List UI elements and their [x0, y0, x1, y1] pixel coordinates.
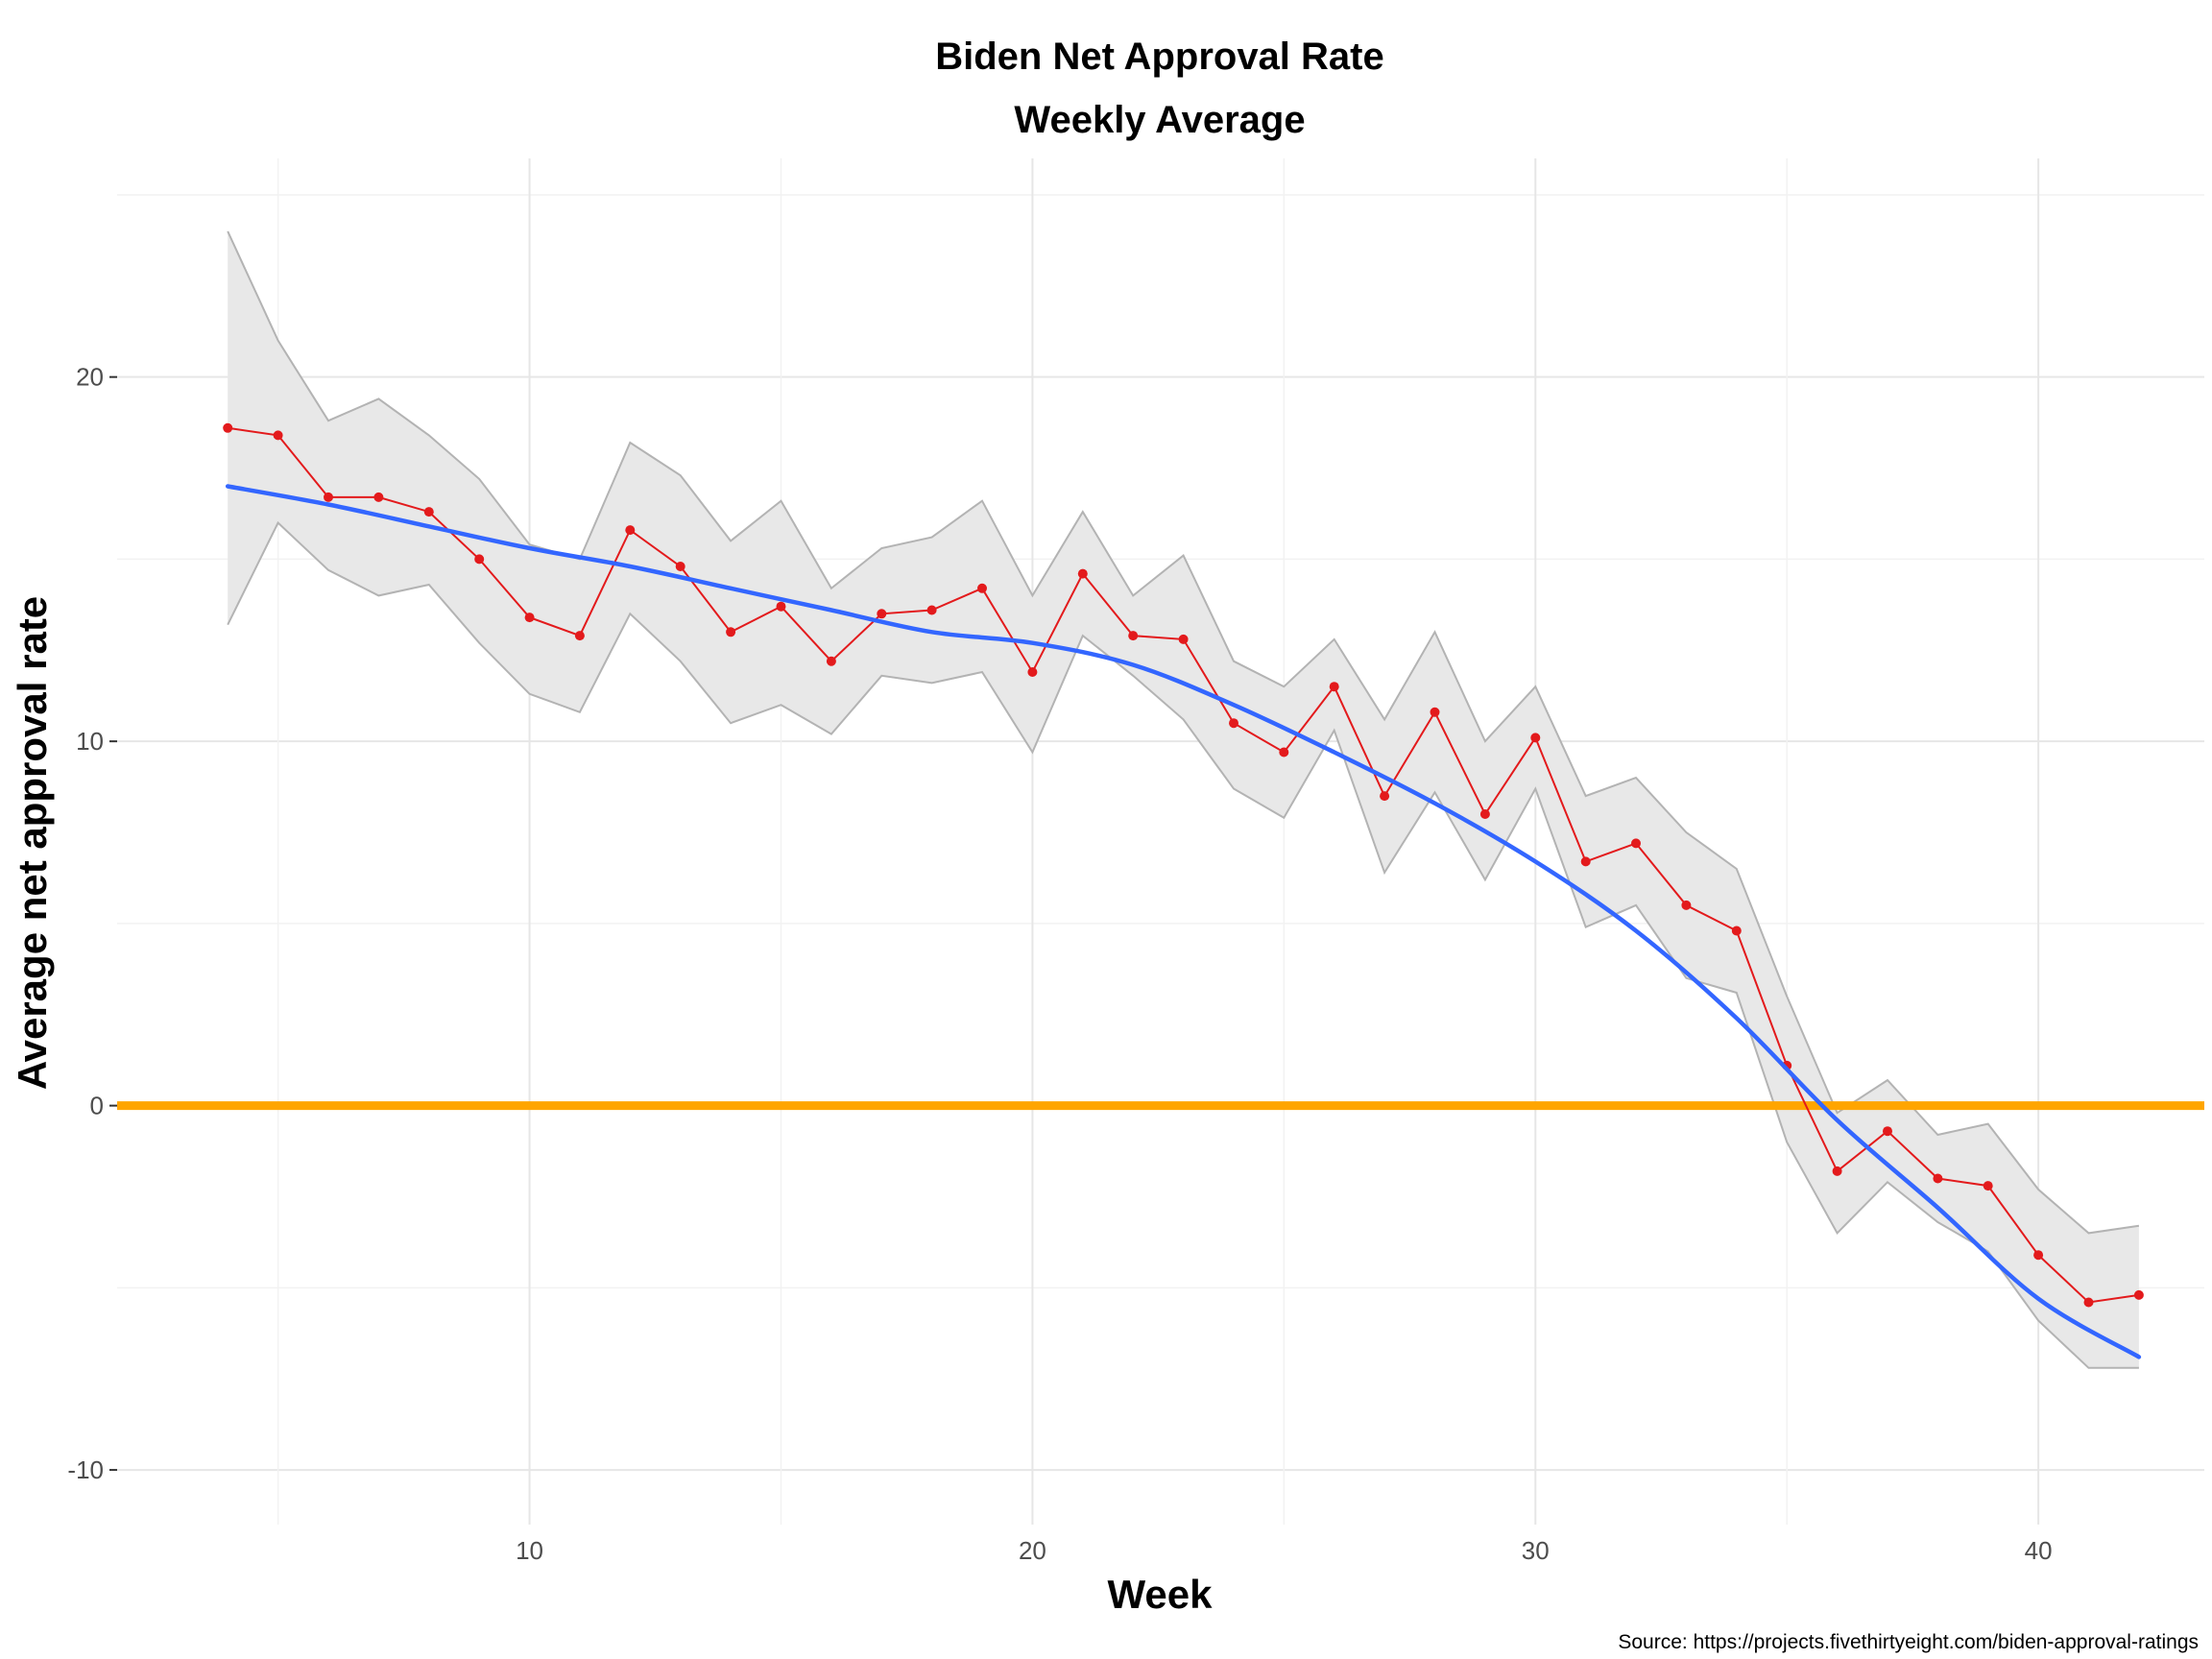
- data-point: [877, 609, 887, 619]
- data-point: [1681, 900, 1692, 910]
- data-point: [273, 430, 283, 441]
- y-tick-label: 10: [76, 727, 104, 756]
- data-series: [223, 422, 2144, 1308]
- x-tick-label: 40: [2025, 1536, 2053, 1565]
- ribbon-area: [228, 230, 2139, 1368]
- data-point: [574, 631, 585, 641]
- x-axis-title: Week: [1108, 1572, 1214, 1617]
- data-point: [826, 656, 836, 666]
- y-tick-label: -10: [67, 1455, 104, 1484]
- data-point: [1580, 856, 1591, 867]
- x-tick-label: 30: [1522, 1536, 1550, 1565]
- y-tick-label: 0: [90, 1092, 104, 1120]
- confidence-ribbon: [227, 230, 2140, 1369]
- data-point: [423, 507, 434, 517]
- data-point: [1430, 707, 1440, 717]
- data-point: [1178, 634, 1189, 644]
- data-point: [1479, 809, 1490, 819]
- data-point: [373, 492, 384, 502]
- axes: -10 0 10 20 10 20 30 40: [67, 363, 2052, 1565]
- data-point: [1883, 1126, 1892, 1137]
- grid-lines: [117, 158, 2204, 1525]
- ribbon-lower-bound: [227, 520, 2139, 1369]
- x-tick-label: 20: [1019, 1536, 1046, 1565]
- data-point: [1983, 1181, 1993, 1191]
- trend-line: [225, 484, 2142, 1359]
- data-point: [324, 492, 333, 502]
- data-point: [1279, 747, 1289, 757]
- data-point: [776, 601, 786, 612]
- ribbon-upper-bound: [227, 230, 2140, 1235]
- data-point: [1027, 667, 1038, 677]
- data-point: [1380, 791, 1390, 802]
- data-point: [625, 525, 636, 536]
- data-point: [1832, 1166, 1842, 1176]
- data-point: [1933, 1173, 1943, 1184]
- data-point: [223, 422, 233, 433]
- data-point: [1530, 733, 1541, 743]
- data-point: [1229, 718, 1238, 729]
- data-point: [726, 627, 736, 637]
- data-point: [2083, 1297, 2094, 1308]
- data-point: [926, 605, 937, 615]
- chart-subtitle: Weekly Average: [1014, 99, 1305, 141]
- data-point: [1077, 568, 1088, 579]
- data-point: [675, 562, 685, 571]
- data-point: [474, 554, 485, 565]
- source-caption: Source: https://projects.fivethirtyeight…: [1618, 1631, 2199, 1653]
- trend-curve: [225, 484, 2142, 1359]
- data-point: [977, 583, 987, 593]
- chart-title: Biden Net Approval Rate: [935, 36, 1383, 78]
- data-point: [2133, 1289, 2144, 1300]
- y-axis-title: Average net approval rate: [10, 596, 55, 1090]
- data-point: [524, 613, 535, 623]
- data-point: [1731, 926, 1742, 936]
- y-tick-label: 20: [76, 363, 104, 392]
- x-tick-label: 10: [516, 1536, 543, 1565]
- data-point: [1631, 838, 1641, 849]
- data-point: [1329, 682, 1339, 692]
- data-point: [2033, 1250, 2044, 1261]
- data-point: [1128, 631, 1139, 641]
